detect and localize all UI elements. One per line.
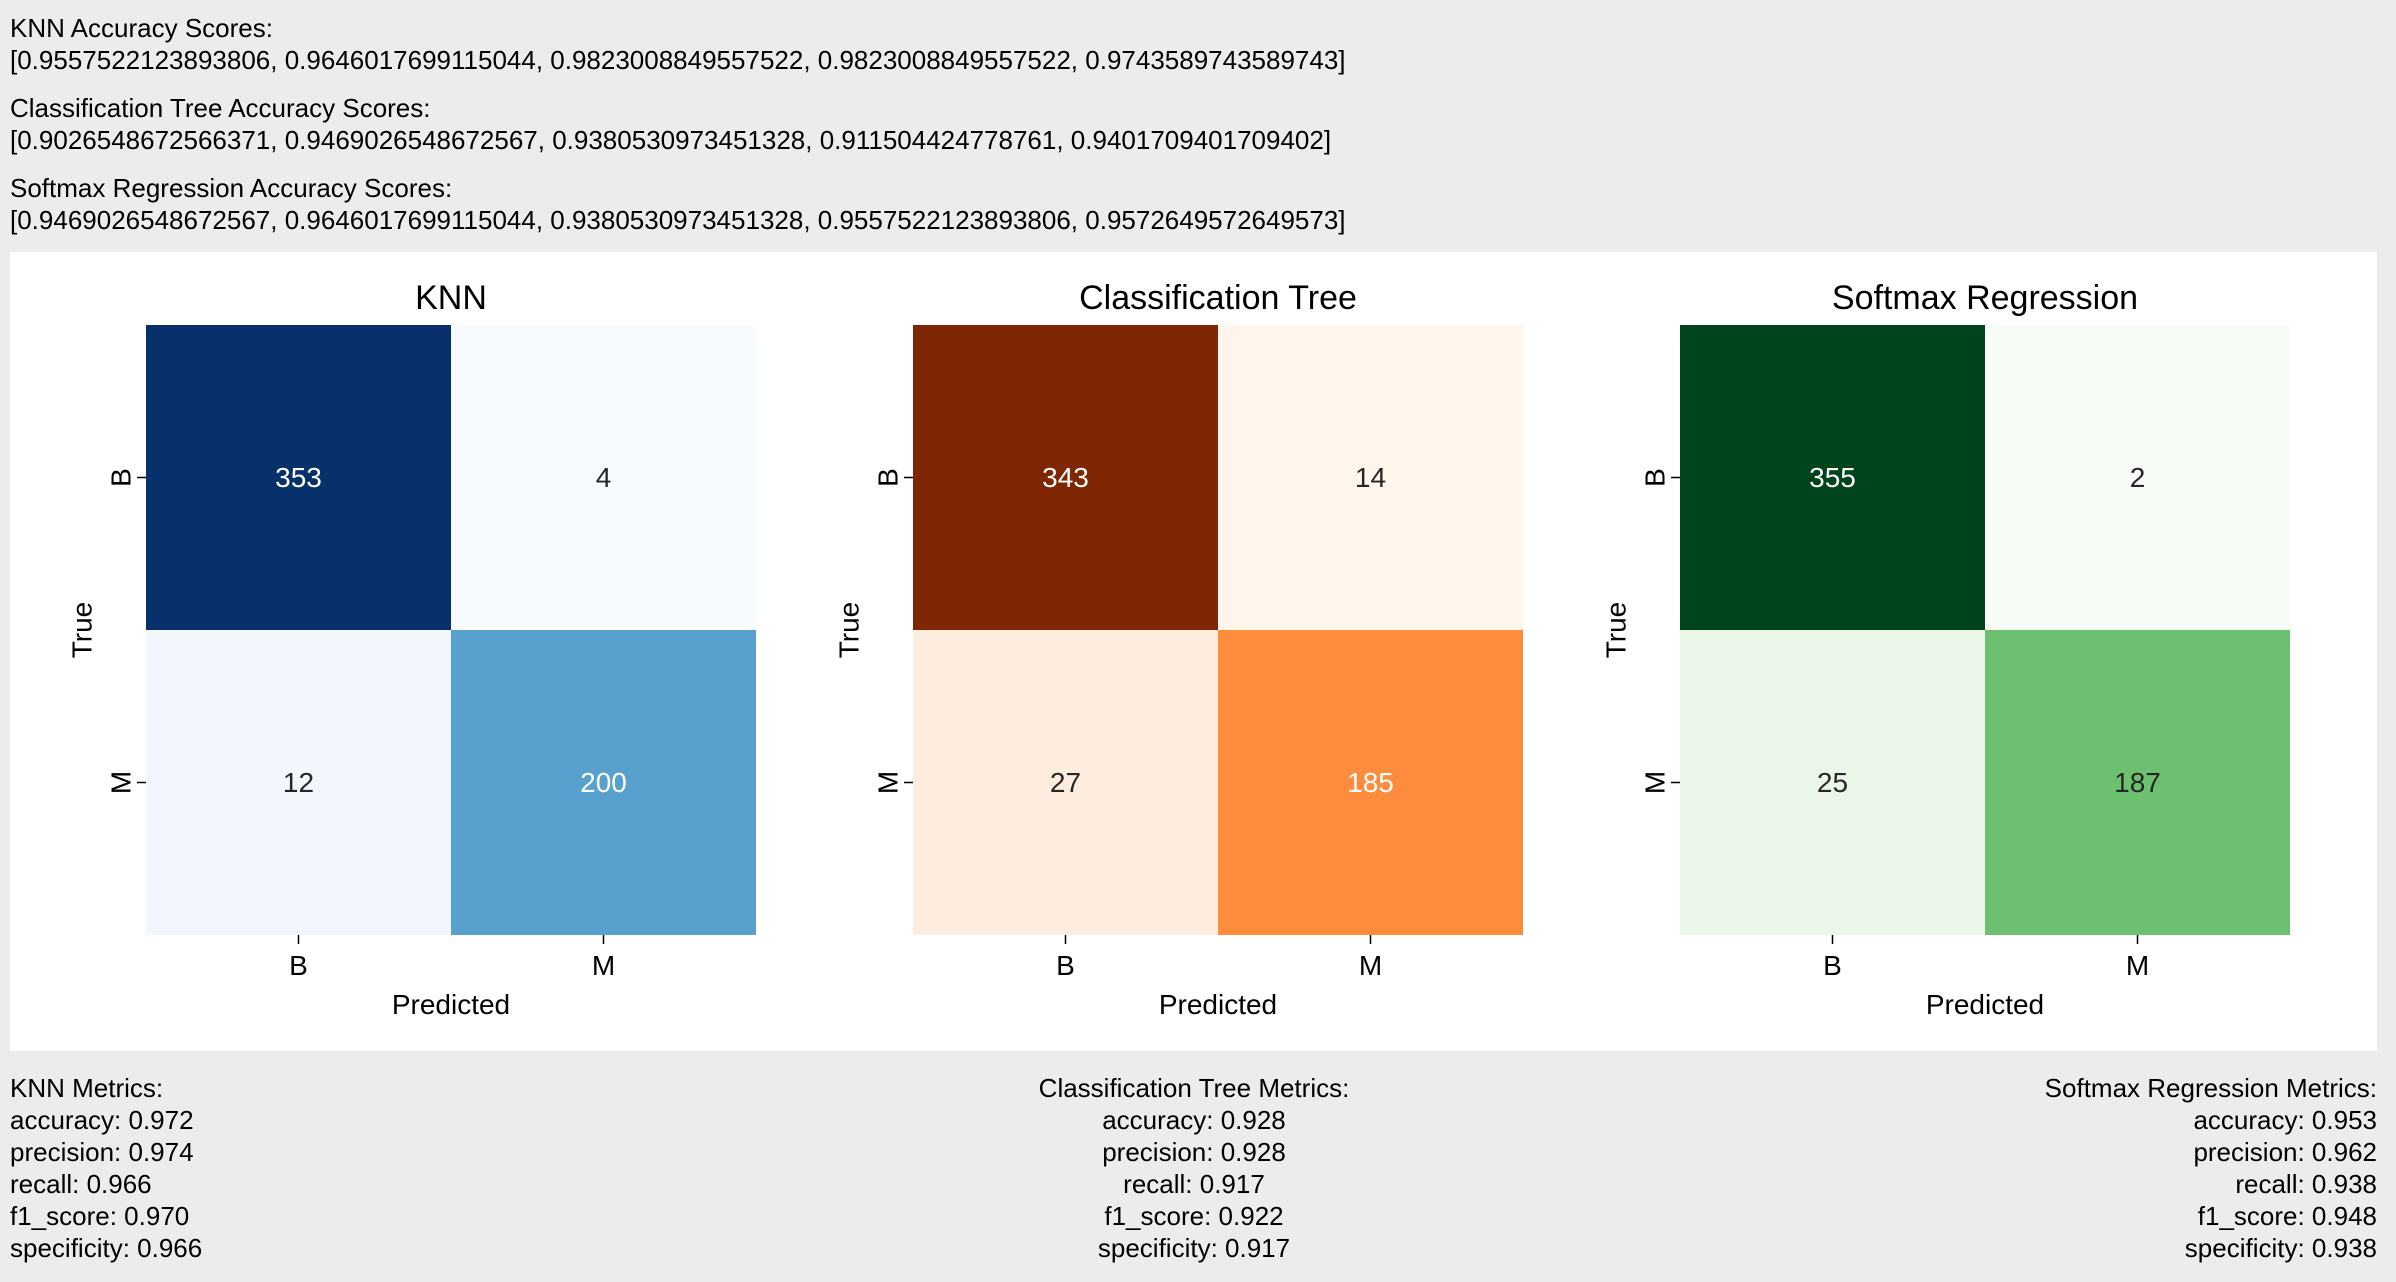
softmax-accuracy-scores: Softmax Regression Accuracy Scores: [0.9… (10, 172, 1346, 236)
softmax-x-axis-label: Predicted (1926, 989, 2044, 1020)
softmax-x-tick-label: M (2126, 950, 2149, 981)
knn-cell-value: 200 (580, 767, 627, 798)
tree-metric-precision: precision: 0.928 (1102, 1137, 1286, 1167)
tree-cell-value: 27 (1050, 767, 1081, 798)
softmax-metric-f1: f1_score: 0.948 (2197, 1201, 2377, 1231)
tree-chart-title: Classification Tree (1079, 279, 1357, 317)
knn-metrics: KNN Metrics: accuracy: 0.972 precision: … (10, 1072, 202, 1264)
knn-x-tick-label: M (592, 950, 615, 981)
softmax-scores-values: [0.9469026548672567, 0.9646017699115044,… (10, 205, 1346, 235)
knn-cell-value: 12 (283, 767, 314, 798)
knn-accuracy-scores: KNN Accuracy Scores: [0.9557522123893806… (10, 12, 1346, 76)
tree-cell-value: 343 (1042, 462, 1089, 493)
softmax-metric-specificity: specificity: 0.938 (2184, 1233, 2377, 1263)
knn-scores-values: [0.9557522123893806, 0.9646017699115044,… (10, 45, 1346, 75)
softmax-cell-b-b (1680, 325, 1985, 630)
knn-cell-b-b (146, 325, 451, 630)
softmax-metric-recall: recall: 0.938 (2235, 1169, 2377, 1199)
tree-y-axis-label: True (834, 602, 865, 659)
tree-metrics: Classification Tree Metrics: accuracy: 0… (1004, 1072, 1384, 1264)
tree-cell-b-b (913, 325, 1218, 630)
tree-metric-specificity: specificity: 0.917 (1097, 1233, 1291, 1263)
knn-y-tick-label: B (106, 468, 137, 487)
tree-cell-value: 14 (1355, 462, 1386, 493)
softmax-cell-value: 355 (1809, 462, 1856, 493)
softmax-cell-value: 187 (2114, 767, 2161, 798)
tree-cell-b-m (1218, 325, 1523, 630)
tree-x-tick-label: B (1056, 950, 1075, 981)
knn-cell-value: 4 (596, 462, 612, 493)
tree-scores-heading: Classification Tree Accuracy Scores: (10, 93, 431, 123)
knn-metric-recall: recall: 0.966 (10, 1169, 152, 1199)
confusion-matrices-figure: KNN 353 4 12 200 B M B M Predicted True Classificat… (67, 279, 2290, 1020)
softmax-x-tick-label: B (1823, 950, 1842, 981)
tree-metric-accuracy: accuracy: 0.928 (1102, 1105, 1286, 1135)
tree-cell-m-m (1218, 630, 1523, 935)
softmax-chart-title: Softmax Regression (1832, 279, 2138, 317)
knn-cell-value: 353 (275, 462, 322, 493)
tree-scores-values: [0.9026548672566371, 0.9469026548672567,… (10, 125, 1332, 155)
softmax-cell-value: 25 (1817, 767, 1848, 798)
knn-metric-f1: f1_score: 0.970 (10, 1201, 190, 1231)
tree-metric-recall: recall: 0.917 (1123, 1169, 1265, 1199)
tree-accuracy-scores: Classification Tree Accuracy Scores: [0.… (10, 92, 1331, 156)
tree-x-tick-label: M (1359, 950, 1382, 981)
softmax-metric-precision: precision: 0.962 (2193, 1137, 2377, 1167)
figure-panel: KNN 353 4 12 200 B M B M Predicted True Classificat… (10, 252, 2377, 1051)
softmax-metric-accuracy: accuracy: 0.953 (2193, 1105, 2377, 1135)
softmax-cell-m-b (1680, 630, 1985, 935)
softmax-cell-m-m (1985, 630, 2290, 935)
knn-scores-heading: KNN Accuracy Scores: (10, 13, 273, 43)
knn-metric-specificity: specificity: 0.966 (10, 1233, 203, 1263)
knn-cell-m-m (451, 630, 756, 935)
knn-cell-b-m (451, 325, 756, 630)
tree-metrics-heading: Classification Tree Metrics: (1038, 1073, 1350, 1103)
softmax-scores-heading: Softmax Regression Accuracy Scores: (10, 173, 453, 203)
tree-cell-m-b (913, 630, 1218, 935)
softmax-metrics-heading: Softmax Regression Metrics: (2044, 1073, 2377, 1103)
softmax-cell-value: 2 (2130, 462, 2146, 493)
knn-metric-accuracy: accuracy: 0.972 (10, 1105, 194, 1135)
knn-y-tick-label: M (106, 771, 137, 794)
knn-x-tick-label: B (289, 950, 308, 981)
softmax-y-tick-label: M (1640, 771, 1671, 794)
softmax-y-tick-label: B (1640, 468, 1671, 487)
knn-y-axis-label: True (67, 602, 98, 659)
knn-x-axis-label: Predicted (392, 989, 510, 1020)
knn-metric-precision: precision: 0.974 (10, 1137, 194, 1167)
knn-chart-title: KNN (415, 279, 487, 317)
knn-cell-m-b (146, 630, 451, 935)
tree-y-tick-label: M (873, 771, 904, 794)
tree-cell-value: 185 (1347, 767, 1394, 798)
softmax-cell-b-m (1985, 325, 2290, 630)
knn-metrics-heading: KNN Metrics: (10, 1073, 164, 1103)
tree-x-axis-label: Predicted (1159, 989, 1277, 1020)
softmax-metrics: Softmax Regression Metrics: accuracy: 0.… (2045, 1072, 2377, 1264)
tree-y-tick-label: B (873, 468, 904, 487)
softmax-y-axis-label: True (1601, 602, 1632, 659)
tree-metric-f1: f1_score: 0.922 (1104, 1201, 1284, 1231)
